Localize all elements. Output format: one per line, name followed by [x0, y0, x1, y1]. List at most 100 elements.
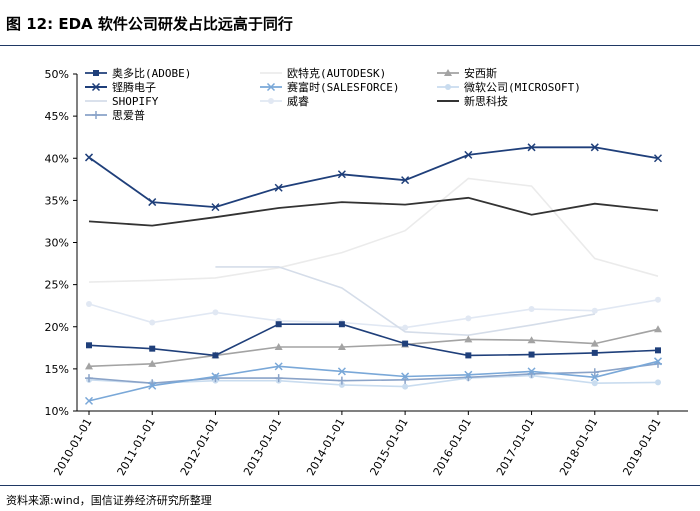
legend-label: SHOPIFY [112, 95, 159, 108]
series-line [88, 146, 659, 209]
x-tick-label: 2010-01-01 [51, 416, 94, 478]
data-point [274, 342, 283, 350]
legend-label: 新思科技 [464, 94, 508, 108]
y-tick-label: 20% [45, 321, 69, 334]
legend-entry: 威睿 [260, 94, 309, 108]
data-point [655, 296, 661, 303]
data-point [591, 349, 598, 356]
data-point [338, 321, 345, 328]
legend-swatch-marker [92, 111, 100, 119]
legend-swatch-marker [268, 98, 274, 104]
x-tick-label: 2015-01-01 [367, 416, 410, 478]
legend-label: 奥多比(ADOBE) [112, 66, 191, 80]
data-point [464, 150, 473, 159]
data-point [590, 143, 599, 152]
data-point [655, 347, 661, 354]
y-tick-label: 10% [45, 405, 69, 418]
data-point [86, 301, 92, 308]
data-point [85, 362, 93, 370]
data-point [464, 335, 473, 343]
data-point [212, 309, 219, 316]
data-point [527, 367, 536, 376]
data-point [84, 396, 94, 405]
x-tick-label: 2014-01-01 [304, 416, 347, 478]
data-point [528, 306, 535, 313]
data-point [590, 368, 599, 377]
x-tick-label: 2013-01-01 [241, 416, 284, 478]
data-point [465, 315, 472, 322]
series-line [88, 177, 659, 283]
legend-entry: 安西斯 [437, 66, 497, 80]
data-point [653, 154, 663, 163]
series-line [88, 196, 659, 227]
data-point [337, 170, 346, 179]
data-point [465, 352, 472, 359]
y-tick-label: 25% [45, 279, 69, 292]
data-point [337, 367, 346, 376]
series-line [88, 323, 659, 357]
data-point [464, 370, 473, 379]
x-tick-label: 2011-01-01 [115, 416, 158, 478]
data-point [86, 342, 92, 349]
data-point [212, 352, 219, 359]
series-line [88, 374, 659, 388]
x-tick-label: 2012-01-01 [178, 416, 221, 478]
legend-label: 铿腾电子 [112, 80, 156, 94]
series-line [88, 328, 659, 368]
data-point [148, 198, 157, 207]
y-tick-label: 40% [45, 152, 69, 165]
legend-entry: 新思科技 [437, 94, 508, 108]
data-point [402, 324, 409, 331]
figure-title-bar: 图 12: EDA 软件公司研发占比远高于同行 [0, 0, 700, 46]
data-point [148, 381, 157, 390]
y-tick-label: 30% [45, 237, 69, 250]
data-point [401, 176, 410, 185]
data-point [401, 372, 410, 381]
data-point [591, 307, 598, 314]
series-1 [86, 321, 661, 359]
series-10 [86, 296, 661, 331]
data-point [149, 345, 156, 352]
data-point [148, 359, 157, 367]
data-point [274, 183, 283, 192]
data-point [274, 374, 283, 383]
data-point [655, 379, 661, 386]
data-point [211, 372, 220, 381]
data-point [590, 373, 599, 382]
legend-swatch-marker [91, 82, 101, 92]
data-point [338, 381, 345, 388]
line-chart: 10% 15% 20% 25% 30% 35% 40% 45% 50% 2010-01-01 201… [45, 66, 688, 478]
y-tick-label: 50% [45, 68, 69, 81]
data-point [653, 357, 663, 366]
legend-entry: 微软公司(MICROSOFT) [437, 80, 581, 94]
legend-swatch-marker [266, 82, 276, 92]
data-point [149, 319, 156, 326]
legend-entry: 欧特克(AUTODESK) [260, 66, 386, 80]
legend-entry: SHOPIFY [85, 95, 159, 108]
series-2 [88, 177, 659, 283]
legend-swatch-marker [445, 84, 451, 90]
x-tick-label: 2019-01-01 [620, 416, 663, 478]
series-7 [88, 196, 659, 227]
series-line [88, 299, 659, 329]
y-tick-label: 45% [45, 110, 69, 123]
legend-label: 思爱普 [112, 108, 145, 122]
legend-label: 欧特克(AUTODESK) [287, 66, 386, 80]
data-point [84, 153, 94, 162]
legend-swatch-marker [93, 70, 99, 76]
y-tick-label: 15% [45, 363, 69, 376]
data-point [337, 342, 346, 350]
data-point [274, 362, 283, 371]
legend-entry: 铿腾电子 [85, 80, 156, 94]
legend-entry: 奥多比(ADOBE) [85, 66, 191, 80]
data-point [591, 380, 598, 387]
data-point [527, 143, 536, 152]
series-line [215, 266, 595, 337]
legend-label: 赛富时(SALESFORCE) [287, 80, 399, 94]
y-tick-label: 35% [45, 194, 69, 207]
source-bar: 资料来源:wind，国信证券经济研究所整理 [0, 485, 700, 511]
figure-title: 图 12: EDA 软件公司研发占比远高于同行 [6, 15, 293, 33]
data-point [590, 339, 599, 347]
x-tick-label: 2018-01-01 [557, 416, 600, 478]
series-4 [84, 143, 663, 212]
